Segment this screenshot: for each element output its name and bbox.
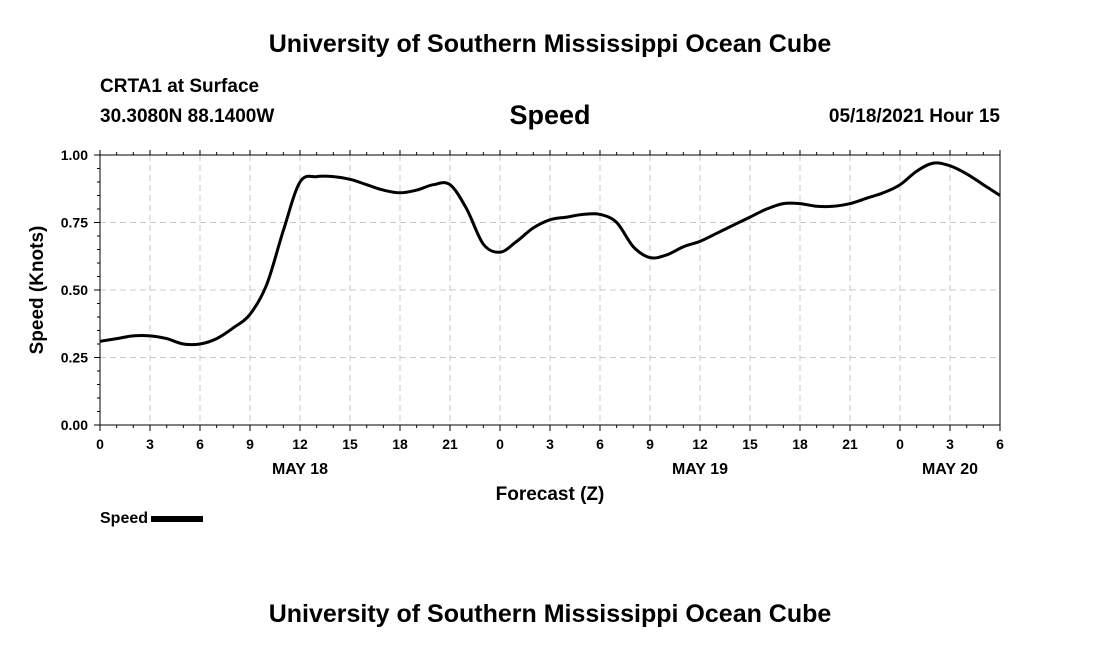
axis-ticks: 0 3 6 9 12 15 18 21 0 3 6 9 12 15 18 21 0 3 6 0.00 0.25 0.50 0… (61, 147, 1004, 478)
x-date-label: MAY 20 (922, 461, 978, 478)
x-tick-label: 6 (596, 436, 604, 452)
footer-title: University of Southern Mississippi Ocean… (268, 600, 832, 628)
x-tick-label: 6 (996, 436, 1004, 452)
x-tick-label: 3 (146, 436, 154, 452)
y-tick-label: 0.50 (61, 282, 88, 298)
legend-label: Speed (100, 510, 149, 527)
x-tick-label: 21 (442, 436, 458, 452)
chart-grid (100, 155, 1000, 425)
x-tick-label: 3 (946, 436, 954, 452)
legend-swatch (151, 515, 204, 522)
x-tick-label: 6 (196, 436, 204, 452)
x-date-label: MAY 18 (272, 461, 328, 478)
page-title: University of Southern Mississippi Ocean… (268, 30, 832, 58)
x-tick-label: 15 (342, 436, 358, 452)
station-label: CRTA1 at Surface (100, 76, 260, 97)
chart-title: Speed (509, 100, 591, 130)
y-tick-label: 0.00 (61, 417, 88, 433)
forecast-datetime: 05/18/2021 Hour 15 (828, 106, 1000, 127)
x-tick-label: 12 (292, 436, 308, 452)
y-tick-label: 0.25 (61, 350, 88, 366)
legend: Speed (100, 510, 204, 528)
x-tick-label: 15 (742, 436, 758, 452)
x-tick-label: 3 (546, 436, 554, 452)
x-tick-label: 21 (842, 436, 858, 452)
x-tick-label: 18 (392, 436, 408, 452)
y-tick-label: 1.00 (61, 147, 88, 163)
x-tick-label: 9 (246, 436, 254, 452)
y-tick-label: 0.75 (61, 215, 88, 231)
coordinates-label: 30.3080N 88.1400W (100, 106, 275, 127)
x-tick-label: 9 (646, 436, 654, 452)
x-date-label: MAY 19 (672, 461, 728, 478)
x-tick-label: 12 (692, 436, 708, 452)
x-tick-label: 0 (496, 436, 504, 452)
x-tick-label: 0 (96, 436, 104, 452)
x-axis-label: Forecast (Z) (496, 484, 605, 505)
speed-series-line (99, 161, 1001, 347)
y-axis-label: Speed (Knots) (27, 226, 48, 355)
series-layer (99, 161, 1001, 347)
x-tick-label: 18 (792, 436, 808, 452)
x-tick-label: 0 (896, 436, 904, 452)
